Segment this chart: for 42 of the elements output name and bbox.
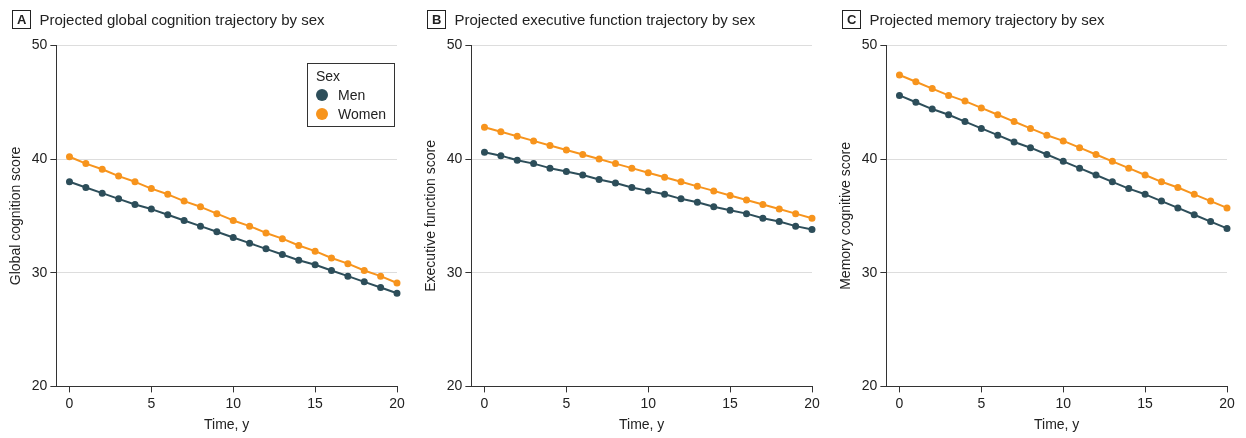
y-axis-title: Executive function score [422,139,439,292]
x-tick-label: 0 [65,394,74,411]
y-tick-label: 20 [446,377,463,394]
x-tick-label: 15 [307,394,324,411]
y-tick-label: 40 [31,149,48,166]
x-tick-label: 0 [895,394,904,411]
y-tick-label: 40 [446,149,463,166]
y-tick-label: 20 [31,377,48,394]
y-tick-label: 30 [31,263,48,280]
x-axis-title: Time, y [619,416,665,433]
x-axis-title: Time, y [1034,416,1080,433]
chart-title: Projected executive function trajectory by sex [454,11,756,28]
y-tick-label: 30 [861,263,878,280]
x-tick-label: 15 [1137,394,1154,411]
x-tick-label: 5 [562,394,571,411]
x-tick-label: 20 [1219,394,1235,411]
y-tick-label: 50 [446,36,463,53]
x-tick-label: 15 [722,394,739,411]
x-tick-label: 10 [640,394,657,411]
chart-title: Projected memory trajectory by sex [869,11,1105,28]
x-tick-label: 10 [1055,394,1072,411]
y-axis-title: Memory cognitive score [837,141,854,290]
y-tick-label: 40 [861,149,878,166]
x-axis-title: Time, y [204,416,250,433]
y-tick-label: 50 [861,36,878,53]
x-tick-label: 5 [977,394,986,411]
y-tick-label: 30 [446,263,463,280]
y-axis-title: Global cognition score [7,146,24,286]
chart-title: Projected global cognition trajectory by sex [39,11,325,28]
x-tick-label: 20 [804,394,820,411]
x-tick-label: 10 [225,394,242,411]
x-tick-label: 5 [147,394,156,411]
text: A [12,10,32,29]
y-tick-label: 50 [31,36,48,53]
x-tick-label: 20 [389,394,405,411]
text: C [842,10,862,29]
text: B [427,10,447,29]
x-tick-label: 0 [480,394,489,411]
legend-label: Men [338,87,366,104]
legend-title: Sex [316,68,342,85]
legend-label: Women [338,106,386,123]
y-tick-label: 20 [861,377,878,394]
